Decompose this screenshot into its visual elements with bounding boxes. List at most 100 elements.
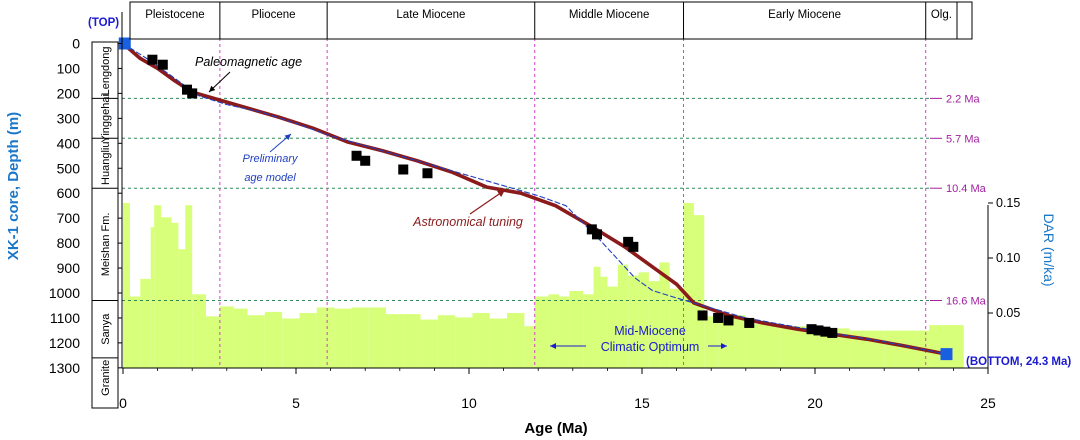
annotation-paleomagnetic-age: Paleomagnetic age xyxy=(195,55,302,69)
y-tick-label-5: 500 xyxy=(57,160,81,176)
boundary-label-2: 10.4 Ma xyxy=(946,183,987,195)
epoch-label-2: Late Miocene xyxy=(396,9,465,21)
paleomag-point-12 xyxy=(697,310,708,321)
dar-bar-33 xyxy=(569,291,584,368)
y2-tick-label-0: 0.05 xyxy=(996,306,1020,320)
dar-bar-1 xyxy=(129,296,141,368)
formation-label-0: Lengdong xyxy=(100,46,112,95)
dar-bar-22 xyxy=(403,314,421,368)
dar-bar-6 xyxy=(171,222,179,368)
dar-bar-46 xyxy=(704,316,719,368)
formation-label-1: Yinggehai xyxy=(100,94,112,143)
paleomag-point-1 xyxy=(157,59,168,70)
dar-bar-8 xyxy=(185,205,193,368)
arrow-astronomical xyxy=(469,189,506,215)
dar-histogram xyxy=(123,203,964,368)
formation-label-5: Granite xyxy=(100,360,112,396)
tie-point-1 xyxy=(940,348,953,361)
dar-bar-13 xyxy=(247,315,265,368)
y-tick-label-6: 600 xyxy=(57,185,81,201)
paleomag-point-17 xyxy=(813,325,824,336)
paleomag-point-8 xyxy=(586,224,597,235)
paleomag-point-15 xyxy=(744,317,755,328)
paleomag-point-7 xyxy=(422,168,433,179)
dar-bar-32 xyxy=(558,296,570,368)
formation-label-4: Sanya xyxy=(100,313,112,345)
dar-bar-40 xyxy=(638,272,649,368)
arrow-paleomagnetic xyxy=(208,71,231,93)
paleomag-point-0 xyxy=(147,54,158,65)
paleomag-point-10 xyxy=(623,236,634,247)
dar-bar-10 xyxy=(206,316,220,368)
y-tick-label-4: 400 xyxy=(57,135,81,151)
paleomag-point-14 xyxy=(723,315,734,326)
dar-bar-26 xyxy=(472,313,490,368)
x-tick-label-3: 15 xyxy=(634,395,650,411)
y-tick-label-0: 0 xyxy=(72,36,80,52)
paleomag-point-18 xyxy=(820,326,831,337)
paleomag-point-5 xyxy=(360,155,371,166)
annotation-preliminary: Preliminary xyxy=(242,153,299,165)
paleomagnetic-points xyxy=(118,37,953,361)
axes: 0 5 10 15 20 25 0 100 200 300 400 500 600 700 800 900 10… xyxy=(49,12,1020,411)
annotation-mmco-2: Climatic Optimum xyxy=(601,340,700,354)
epoch-label-5: Olg. xyxy=(931,9,952,21)
dar-bar-48 xyxy=(745,324,781,368)
dar-bar-5 xyxy=(161,217,172,368)
dar-bar-38 xyxy=(617,264,629,368)
y-tick-label-3: 300 xyxy=(57,110,81,126)
epoch-bar-frame xyxy=(129,1,973,40)
dar-bar-34 xyxy=(583,294,594,368)
y-tick-label-11: 1100 xyxy=(50,310,80,326)
bottom-marker-label: (BOTTOM, 24.3 Ma) xyxy=(966,356,1071,368)
boundary-label-3: 16.6 Ma xyxy=(946,295,987,307)
x-tick-label-1: 5 xyxy=(292,395,300,411)
formation-label-3: Meishan Fm. xyxy=(100,213,112,277)
x-tick-label-4: 20 xyxy=(807,395,823,411)
dar-bar-16 xyxy=(299,313,317,368)
x-tick-label-5: 25 xyxy=(980,395,996,411)
dar-bar-36 xyxy=(600,276,608,368)
paleomag-point-6 xyxy=(398,164,409,175)
dar-bar-3 xyxy=(150,227,155,368)
dar-bar-9 xyxy=(192,294,207,368)
dar-bar-11 xyxy=(219,306,234,368)
axis-titles: Age (Ma) XK-1 core, Depth (m) DAR (m/ka) xyxy=(5,112,1057,437)
dar-bar-4 xyxy=(154,205,162,368)
dar-bar-19 xyxy=(351,307,369,368)
dar-bar-18 xyxy=(334,308,352,368)
paleomag-point-11 xyxy=(628,241,639,252)
dar-bar-28 xyxy=(507,313,525,368)
dar-bar-30 xyxy=(534,296,549,368)
y-tick-label-7: 700 xyxy=(57,210,81,226)
y2-axis-title: DAR (m/ka) xyxy=(1041,213,1057,286)
dar-bar-25 xyxy=(455,317,473,368)
annotation-mmco-1: Mid-Miocene xyxy=(614,324,686,338)
dar-bar-14 xyxy=(264,311,283,368)
formation-boundaries: 2.2 Ma 5.7 Ma 10.4 Ma 16.6 Ma xyxy=(122,93,987,307)
x-tick-label-2: 10 xyxy=(461,395,477,411)
preliminary-age-model-line xyxy=(122,42,948,355)
top-marker-label: (TOP) xyxy=(88,17,119,29)
y-axis-title: XK-1 core, Depth (m) xyxy=(5,112,22,260)
epoch-boundary-lines xyxy=(219,2,927,368)
y2-tick-label-2: 0.15 xyxy=(996,196,1020,210)
x-tick-label-0: 0 xyxy=(119,395,127,411)
y2-tick-label-1: 0.10 xyxy=(996,251,1020,265)
dar-bar-45 xyxy=(693,215,705,368)
dar-bar-31 xyxy=(548,294,559,368)
annotations: Paleomagnetic age Preliminary age model … xyxy=(88,17,1071,368)
paleomag-point-2 xyxy=(182,84,193,95)
arrow-preliminary xyxy=(269,133,292,153)
dar-bar-17 xyxy=(316,307,335,368)
dar-bar-21 xyxy=(385,314,404,368)
y-tick-label-13: 1300 xyxy=(49,360,80,376)
dar-bar-27 xyxy=(489,318,508,368)
annotation-astronomical-tuning: Astronomical tuning xyxy=(412,215,523,229)
y-tick-label-8: 800 xyxy=(57,235,81,251)
y-tick-label-12: 1200 xyxy=(49,335,80,351)
dar-bar-20 xyxy=(368,307,386,368)
dar-bar-12 xyxy=(233,308,248,368)
epoch-label-0: Pleistocene xyxy=(145,9,204,21)
